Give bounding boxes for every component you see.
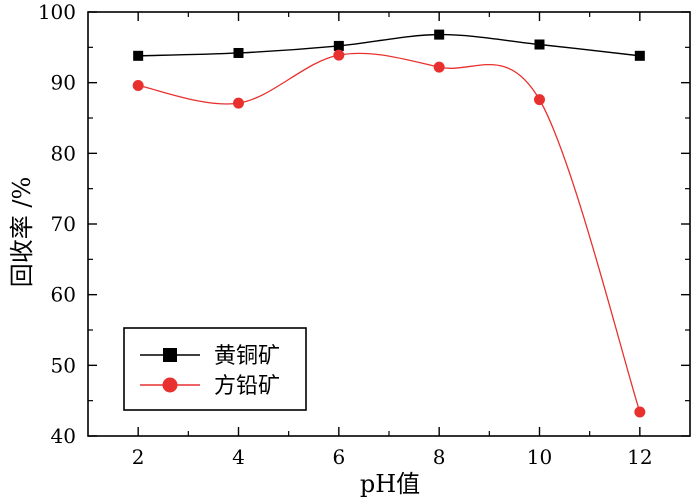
data-point-square	[233, 47, 244, 58]
y-tick-label: 70	[51, 212, 76, 236]
data-point-circle	[433, 61, 445, 73]
data-point-circle	[634, 406, 646, 418]
y-tick-label: 100	[38, 0, 76, 24]
data-point-circle	[132, 79, 144, 91]
data-point-square	[133, 50, 144, 61]
y-tick-label: 40	[51, 424, 76, 448]
data-point-circle	[534, 94, 545, 106]
y-tick-label: 80	[51, 141, 76, 165]
y-tick-label: 60	[51, 283, 76, 307]
x-tick-label: 10	[527, 445, 552, 469]
legend-box	[123, 327, 307, 411]
y-axis-title: 回收率 /%	[8, 177, 36, 288]
x-tick-label: 6	[332, 445, 345, 469]
data-point-square	[634, 50, 645, 61]
y-tick-label: 50	[51, 353, 76, 377]
x-tick-label: 12	[627, 445, 652, 469]
x-axis: 2 4 6 8 10 12	[132, 12, 653, 469]
legend-label: 方铅矿	[214, 374, 280, 399]
data-point-square	[434, 29, 445, 40]
x-axis-title: pH值	[360, 470, 420, 498]
x-tick-label: 2	[132, 445, 145, 469]
legend-label: 黄铜矿	[214, 344, 280, 369]
x-tick-label: 4	[232, 445, 245, 469]
legend-marker-square	[163, 348, 177, 362]
data-point-square	[333, 40, 344, 51]
data-point-circle	[333, 49, 345, 61]
y-tick-label: 90	[51, 71, 76, 95]
data-point-circle	[233, 97, 244, 109]
series-layer	[132, 29, 646, 418]
legend-marker-circle	[162, 377, 178, 393]
data-point-square	[534, 39, 545, 50]
x-tick-label: 8	[433, 445, 446, 469]
series-line-1	[138, 33, 640, 57]
y-axis: 40 50 60 70 80 90 100	[38, 0, 690, 448]
